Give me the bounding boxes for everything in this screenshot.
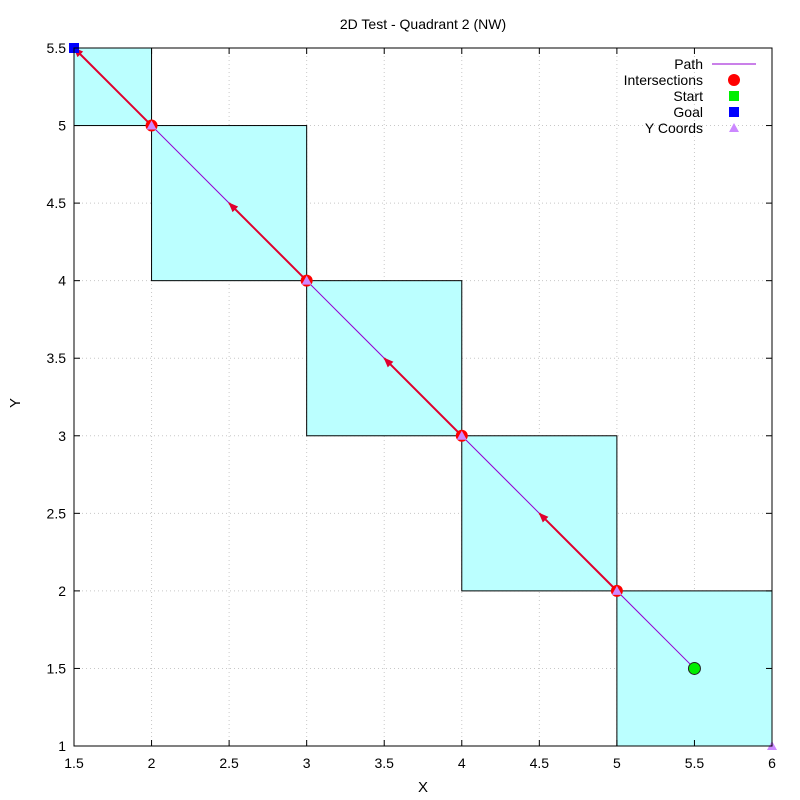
plot-border	[73, 47, 773, 747]
y-tick-label: 4.5	[47, 195, 67, 211]
y-tick-label: 2	[58, 583, 66, 599]
x-ticks: 1.5 2 2.5 3 3.5 4 4.5 5 5.5 6	[64, 48, 776, 771]
series	[69, 43, 777, 750]
cells	[73, 47, 773, 747]
direction-arrow	[538, 512, 618, 592]
x-tick-label: 3	[303, 755, 311, 771]
x-tick-label: 4.5	[530, 755, 550, 771]
direction-arrow	[73, 47, 153, 127]
legend-triangle-swatch	[729, 123, 739, 132]
x-tick-label: 3.5	[374, 755, 394, 771]
legend-square-swatch	[729, 107, 739, 117]
x-tick-label: 1.5	[64, 755, 84, 771]
ycoord-point	[146, 120, 157, 130]
x-tick-label: 5.5	[685, 755, 705, 771]
y-ticks: 1 1.5 2 2.5 3 3.5 4 4.5 5 5.5	[47, 40, 772, 754]
y-tick-label: 1	[58, 738, 66, 754]
legend-circle-swatch	[728, 74, 740, 86]
x-tick-label: 5	[613, 755, 621, 771]
y-tick-label: 3.5	[47, 350, 67, 366]
x-tick-label: 2.5	[219, 755, 239, 771]
y-tick-label: 5	[58, 118, 66, 134]
legend-label: Path	[674, 56, 703, 72]
legend-label: Goal	[673, 104, 703, 120]
ycoord-point	[301, 275, 312, 285]
start-point	[687, 661, 701, 675]
legend-square-swatch	[729, 91, 739, 101]
y-tick-label: 2.5	[47, 505, 67, 521]
legend-label: Intersections	[624, 72, 703, 88]
x-axis-label: X	[418, 779, 428, 796]
ycoord-point	[456, 430, 467, 440]
y-tick-label: 4	[58, 273, 66, 289]
x-tick-label: 4	[458, 755, 466, 771]
legend-label: Start	[673, 88, 703, 104]
legend-label: Y Coords	[645, 120, 703, 136]
x-tick-label: 2	[148, 755, 156, 771]
y-axis-label: Y	[7, 398, 24, 408]
direction-arrow	[228, 202, 308, 282]
y-tick-label: 3	[58, 428, 66, 444]
direction-arrow	[383, 357, 463, 437]
x-tick-label: 6	[768, 755, 776, 771]
y-tick-label: 1.5	[47, 660, 67, 676]
ycoord-point	[611, 585, 622, 595]
y-tick-label: 5.5	[47, 40, 67, 56]
chart-title: 2D Test - Quadrant 2 (NW)	[340, 16, 506, 32]
